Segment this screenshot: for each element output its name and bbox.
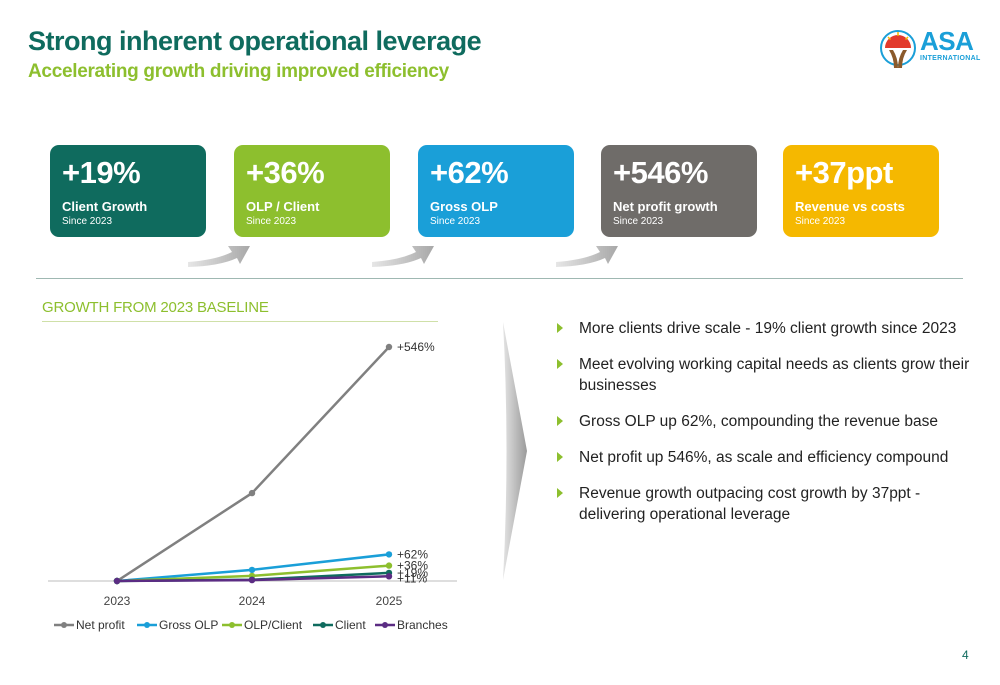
x-tick-label: 2023 xyxy=(104,594,131,608)
bullet-item: Net profit up 546%, as scale and efficie… xyxy=(555,447,980,468)
bullet-item: More clients drive scale - 19% client gr… xyxy=(555,318,980,339)
data-point-branches xyxy=(113,577,121,585)
x-tick-label: 2024 xyxy=(239,594,266,608)
asa-sun-logo-icon xyxy=(880,30,916,68)
kpi-label: Gross OLP xyxy=(430,199,498,214)
bullet-item: Gross OLP up 62%, compounding the revenu… xyxy=(555,411,980,432)
end-label-branches: +11% xyxy=(397,571,427,585)
data-point-olp-client xyxy=(385,562,393,569)
legend-marker-client xyxy=(320,622,326,628)
end-label-gross-olp: +62% xyxy=(397,547,428,561)
progression-arrow-icon xyxy=(188,246,250,267)
end-label-olp-client: +36% xyxy=(397,559,428,573)
bullet-triangle-icon xyxy=(557,488,563,498)
chevron-divider-icon xyxy=(503,322,527,580)
legend-marker-branches xyxy=(382,622,388,628)
legend-label-net-profit: Net profit xyxy=(76,618,125,632)
kpi-value: +36% xyxy=(246,155,325,190)
legend-marker-gross-olp xyxy=(144,622,150,628)
logo-subtext: INTERNATIONAL xyxy=(920,55,981,62)
bullet-item: Meet evolving working capital needs as c… xyxy=(555,354,980,396)
growth-line-chart: +546% +62%+36%+19%+11% 2023 2024 2025 Net p… xyxy=(48,340,457,632)
kpi-label: Client Growth xyxy=(62,199,148,214)
kpi-card-gross-olp: +62% Gross OLP Since 2023 xyxy=(418,145,574,237)
kpi-value: +62% xyxy=(430,155,509,190)
series-line-net-profit xyxy=(116,346,390,583)
bullet-item: Revenue growth outpacing cost growth by … xyxy=(555,483,980,525)
kpi-card-revenue-vs-costs: +37ppt Revenue vs costs Since 2023 xyxy=(783,145,939,237)
legend-label-gross-olp: Gross OLP xyxy=(159,618,218,632)
bullet-text: More clients drive scale - 19% client gr… xyxy=(579,320,957,337)
progression-arrow-icon xyxy=(372,246,434,267)
logo-text: ASA xyxy=(920,26,974,56)
chart-title: GROWTH FROM 2023 BASELINE xyxy=(42,299,269,316)
end-label-client: +19% xyxy=(397,566,428,580)
page-subtitle: Accelerating growth driving improved eff… xyxy=(28,61,449,82)
bullet-triangle-icon xyxy=(557,323,563,333)
legend-marker-olp-client xyxy=(229,622,235,628)
kpi-card-client-growth: +19% Client Growth Since 2023 xyxy=(50,145,206,237)
kpi-since: Since 2023 xyxy=(430,216,481,227)
bullet-text: Net profit up 546%, as scale and efficie… xyxy=(579,449,949,466)
kpi-since: Since 2023 xyxy=(246,216,297,227)
bullet-triangle-icon xyxy=(557,416,563,426)
company-logo: ASA INTERNATIONAL xyxy=(880,26,980,74)
data-point-branches xyxy=(385,573,393,580)
section-divider xyxy=(36,278,963,279)
legend-label-branches: Branches xyxy=(397,618,448,632)
data-point-gross-olp xyxy=(248,566,256,574)
x-tick-label: 2025 xyxy=(376,594,403,608)
data-point-gross-olp xyxy=(385,551,393,558)
chart-title-underline xyxy=(42,321,438,322)
bullet-text: Meet evolving working capital needs as c… xyxy=(579,356,970,394)
data-point-net-profit xyxy=(385,343,393,351)
legend-label-olp-client: OLP/Client xyxy=(244,618,303,632)
page-title: Strong inherent operational leverage xyxy=(28,26,482,56)
kpi-card-olp-client: +36% OLP / Client Since 2023 xyxy=(234,145,390,237)
bullet-text: Revenue growth outpacing cost growth by … xyxy=(579,485,921,523)
data-point-branches xyxy=(248,576,256,584)
data-point-net-profit xyxy=(248,489,256,497)
kpi-since: Since 2023 xyxy=(795,216,846,227)
bullet-triangle-icon xyxy=(557,452,563,462)
kpi-value: +37ppt xyxy=(795,155,893,190)
kpi-label: Net profit growth xyxy=(613,199,718,214)
bullet-triangle-icon xyxy=(557,359,563,369)
key-points-list: More clients drive scale - 19% client gr… xyxy=(555,318,980,540)
page-number: 4 xyxy=(962,648,969,662)
kpi-value: +19% xyxy=(62,155,141,190)
bullet-text: Gross OLP up 62%, compounding the revenu… xyxy=(579,413,939,430)
kpi-since: Since 2023 xyxy=(613,216,664,227)
progression-arrow-icon xyxy=(556,246,618,267)
legend-marker-net-profit xyxy=(61,622,67,628)
kpi-label: Revenue vs costs xyxy=(795,199,905,214)
kpi-card-net-profit-growth: +546% Net profit growth Since 2023 xyxy=(601,145,757,237)
legend-label-client: Client xyxy=(335,618,366,632)
end-label-net-profit: +546% xyxy=(397,340,435,354)
kpi-value: +546% xyxy=(613,155,708,190)
kpi-since: Since 2023 xyxy=(62,216,113,227)
kpi-label: OLP / Client xyxy=(246,199,320,214)
